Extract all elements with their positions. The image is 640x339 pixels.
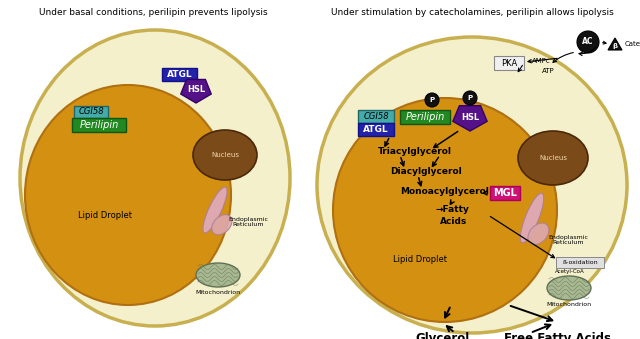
Text: Nucleus: Nucleus [539,155,567,161]
Text: Lipid Droplet: Lipid Droplet [78,211,132,219]
Text: Acetyl-CoA: Acetyl-CoA [555,270,585,275]
Ellipse shape [317,37,627,333]
Text: Mitochondrion: Mitochondrion [195,290,241,295]
Text: PKA: PKA [501,59,517,67]
FancyBboxPatch shape [556,257,604,268]
Text: Under basal conditions, perilipin prevents lipolysis: Under basal conditions, perilipin preven… [38,8,268,17]
Circle shape [463,91,477,105]
FancyBboxPatch shape [72,118,126,132]
Text: Catecholamines: Catecholamines [625,41,640,47]
Ellipse shape [193,130,257,180]
FancyBboxPatch shape [490,186,520,200]
Ellipse shape [25,85,231,305]
Text: Endoplasmic
Reticulum: Endoplasmic Reticulum [548,235,588,245]
FancyBboxPatch shape [358,123,394,136]
Ellipse shape [333,98,557,322]
Ellipse shape [20,30,290,326]
Text: CGI58: CGI58 [363,112,389,121]
Circle shape [425,93,439,107]
Text: Perilipin: Perilipin [79,120,118,130]
Text: Perilipin: Perilipin [405,112,445,122]
Circle shape [577,31,599,53]
Polygon shape [608,38,622,50]
Ellipse shape [203,187,227,233]
Text: Mitochondrion: Mitochondrion [547,302,591,307]
Text: P: P [467,95,472,101]
Text: Free Fatty Acids: Free Fatty Acids [504,332,611,339]
Text: ATGL: ATGL [363,125,389,134]
Ellipse shape [547,276,591,300]
FancyBboxPatch shape [162,68,197,81]
Text: ATGL: ATGL [166,70,192,79]
Text: AMPc: AMPc [532,58,550,64]
Text: Triacylglycerol: Triacylglycerol [378,147,452,157]
Text: ATP: ATP [541,68,554,74]
Text: Nucleus: Nucleus [211,152,239,158]
Ellipse shape [520,193,544,243]
Text: Lipid Droplet: Lipid Droplet [393,256,447,264]
Ellipse shape [212,215,232,235]
Text: Glycerol: Glycerol [416,332,470,339]
Text: Acids: Acids [440,217,467,225]
Text: Endoplasmic
Reticulum: Endoplasmic Reticulum [228,217,268,227]
Text: HSL: HSL [187,85,205,95]
Text: Diacylglycerol: Diacylglycerol [390,167,461,177]
FancyBboxPatch shape [494,56,524,70]
Text: P: P [429,97,435,103]
Text: →Fatty: →Fatty [436,205,470,215]
Text: HSL: HSL [461,113,479,121]
Polygon shape [180,79,211,103]
FancyBboxPatch shape [358,110,394,123]
Text: AC: AC [582,38,594,46]
Text: Monoacylglycerol: Monoacylglycerol [400,187,489,197]
Polygon shape [453,106,487,131]
Text: ß-oxidation: ß-oxidation [562,260,598,265]
Ellipse shape [528,223,549,245]
FancyBboxPatch shape [400,110,450,124]
Ellipse shape [196,263,240,287]
Text: MGL: MGL [493,188,517,198]
Text: Under stimulation by catecholamines, perilipin allows lipolysis: Under stimulation by catecholamines, per… [331,8,613,17]
Text: β: β [612,43,618,49]
FancyBboxPatch shape [74,106,108,118]
Text: CGI58: CGI58 [78,107,104,117]
Ellipse shape [518,131,588,185]
